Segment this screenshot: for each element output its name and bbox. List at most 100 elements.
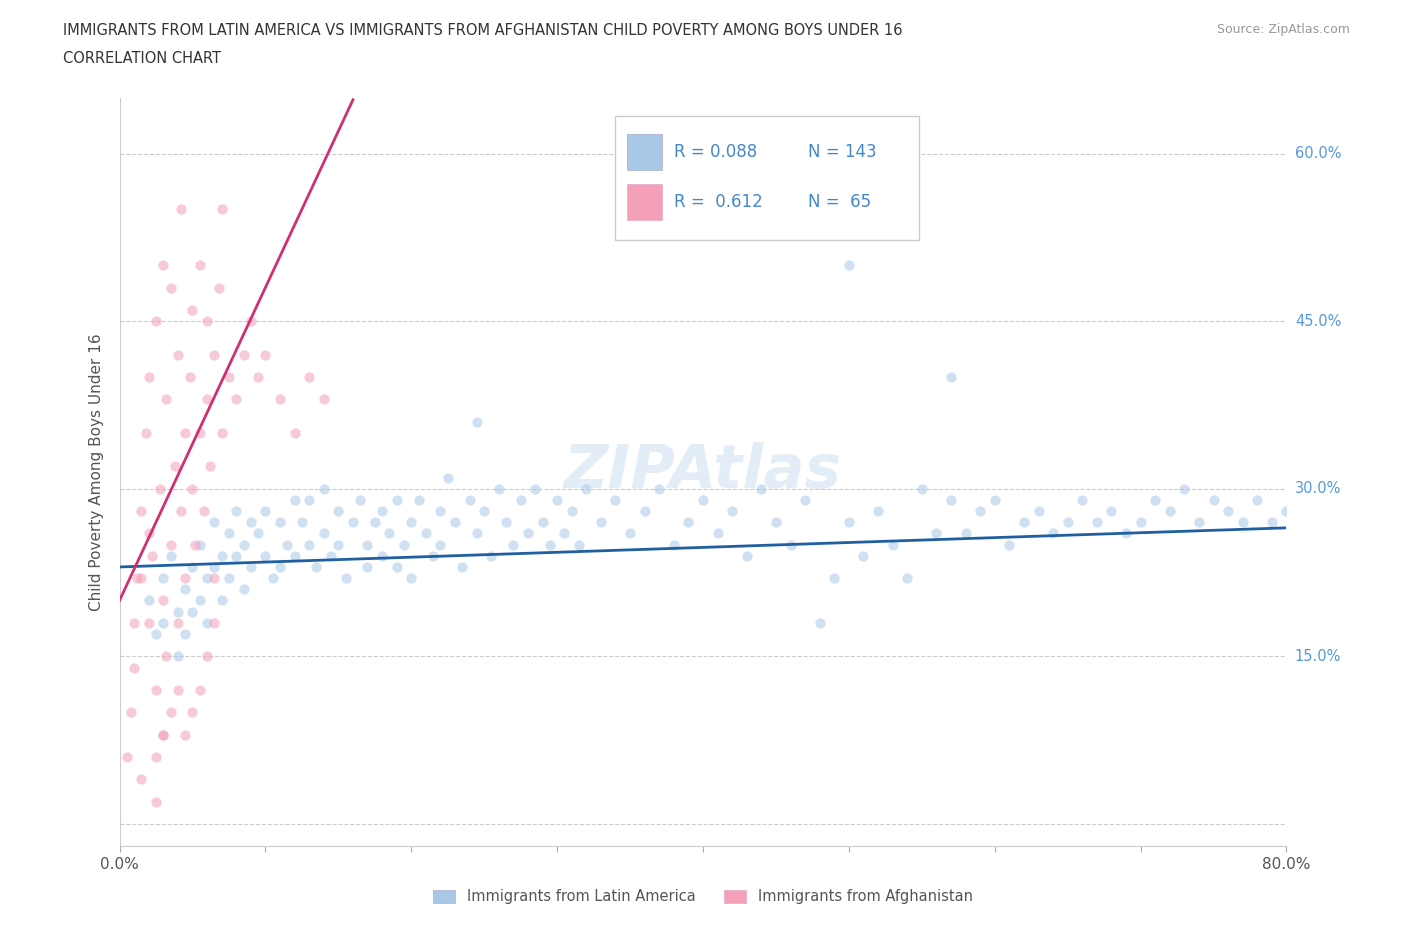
Point	[188, 593, 211, 608]
Point	[145, 627, 167, 642]
Text: IMMIGRANTS FROM LATIN AMERICA VS IMMIGRANTS FROM AFGHANISTAN CHILD POVERTY AMONG: IMMIGRANTS FROM LATIN AMERICA VS IMMIGRA…	[63, 23, 903, 38]
Text: 15.0%: 15.0%	[1295, 649, 1341, 664]
Point	[218, 369, 240, 384]
Point	[472, 504, 495, 519]
Point	[120, 705, 142, 720]
Point	[633, 504, 655, 519]
Point	[184, 538, 207, 552]
Point	[159, 549, 181, 564]
Text: R = 0.088: R = 0.088	[673, 143, 756, 161]
Point	[188, 258, 211, 272]
Point	[808, 616, 831, 631]
Point	[838, 515, 860, 530]
Point	[125, 571, 148, 586]
FancyBboxPatch shape	[616, 116, 920, 240]
Point	[502, 538, 524, 552]
Point	[356, 538, 378, 552]
Point	[911, 482, 934, 497]
Point	[174, 727, 197, 742]
Point	[1012, 515, 1035, 530]
Point	[692, 493, 714, 508]
Point	[174, 582, 197, 597]
Point	[166, 683, 188, 698]
Point	[751, 482, 773, 497]
Point	[1232, 515, 1254, 530]
Point	[319, 549, 342, 564]
Point	[198, 458, 221, 473]
Point	[385, 560, 408, 575]
Point	[152, 571, 174, 586]
Point	[174, 571, 197, 586]
Point	[517, 526, 540, 541]
Point	[122, 616, 145, 631]
Point	[170, 202, 193, 217]
Point	[181, 302, 204, 317]
Point	[1246, 493, 1268, 508]
Point	[115, 750, 138, 764]
Point	[838, 258, 860, 272]
Point	[152, 258, 174, 272]
Text: 30.0%: 30.0%	[1295, 481, 1341, 497]
Point	[166, 616, 188, 631]
Point	[166, 347, 188, 362]
Point	[159, 705, 181, 720]
Point	[619, 526, 641, 541]
Point	[312, 482, 335, 497]
Point	[678, 515, 700, 530]
Point	[335, 571, 357, 586]
Point	[371, 549, 394, 564]
Point	[524, 482, 547, 497]
Point	[648, 482, 671, 497]
Point	[1202, 493, 1225, 508]
Point	[1056, 515, 1078, 530]
Point	[882, 538, 904, 552]
Point	[568, 538, 591, 552]
Point	[364, 515, 387, 530]
Point	[538, 538, 561, 552]
Point	[202, 571, 225, 586]
Point	[546, 493, 568, 508]
Point	[155, 392, 177, 406]
Point	[1159, 504, 1181, 519]
Point	[998, 538, 1021, 552]
Point	[465, 414, 488, 429]
Point	[239, 313, 262, 328]
Point	[232, 582, 254, 597]
Point	[188, 538, 211, 552]
Point	[1115, 526, 1137, 541]
Point	[401, 515, 423, 530]
Point	[138, 616, 160, 631]
Point	[298, 538, 321, 552]
Point	[195, 649, 218, 664]
Text: ZIPAtlas: ZIPAtlas	[564, 443, 842, 501]
Point	[131, 504, 153, 519]
Point	[385, 493, 408, 508]
Point	[195, 571, 218, 586]
Point	[531, 515, 554, 530]
Point	[135, 425, 157, 440]
Point	[488, 482, 510, 497]
Point	[254, 504, 277, 519]
Point	[174, 425, 197, 440]
Point	[159, 280, 181, 295]
Point	[225, 504, 247, 519]
Point	[225, 549, 247, 564]
Point	[239, 515, 262, 530]
Point	[283, 425, 307, 440]
Point	[181, 604, 204, 619]
Point	[202, 616, 225, 631]
Point	[1188, 515, 1211, 530]
Point	[465, 526, 488, 541]
Point	[181, 482, 204, 497]
Point	[1071, 493, 1094, 508]
Point	[193, 504, 215, 519]
Point	[401, 571, 423, 586]
Point	[1085, 515, 1108, 530]
Legend: Immigrants from Latin America, Immigrants from Afghanistan: Immigrants from Latin America, Immigrant…	[427, 884, 979, 910]
Point	[283, 549, 307, 564]
Point	[262, 571, 284, 586]
Point	[195, 392, 218, 406]
Point	[1042, 526, 1064, 541]
Point	[662, 538, 685, 552]
Point	[166, 649, 188, 664]
